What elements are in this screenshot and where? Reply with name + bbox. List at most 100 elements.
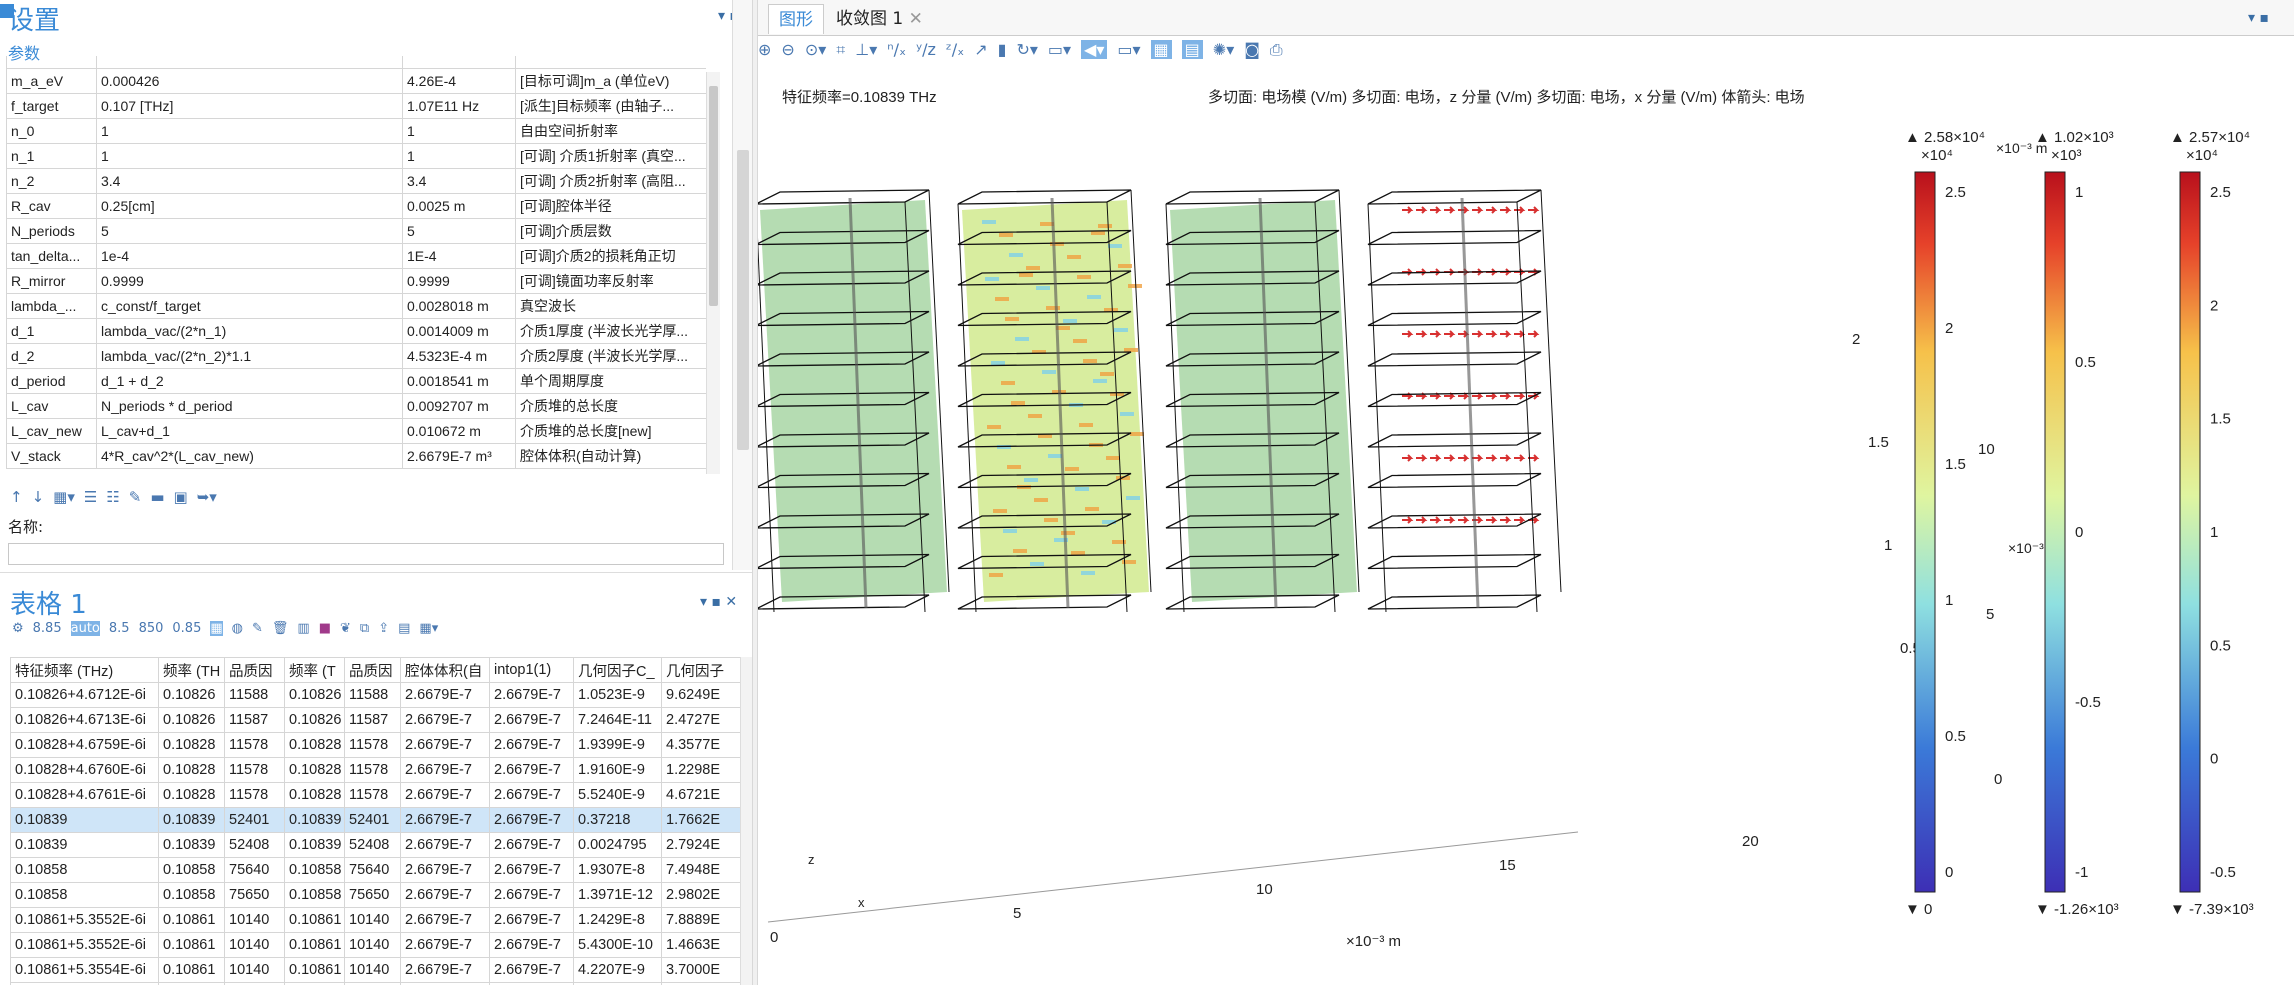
table-cell[interactable]: 11587 <box>224 707 285 733</box>
table-cell[interactable]: 0.10858 <box>10 857 159 883</box>
param-cell[interactable]: 1 <box>96 118 403 144</box>
transparency-icon[interactable]: ▦ <box>1150 40 1172 59</box>
table-cell[interactable]: 0.10839 <box>10 832 159 858</box>
param-cell[interactable]: n_1 <box>6 143 97 169</box>
table-cell[interactable]: 1.9399E-9 <box>573 732 662 758</box>
table-cell[interactable]: 11578 <box>224 732 285 758</box>
param-cell[interactable]: 0.0018541 m <box>402 368 516 394</box>
table-cell[interactable]: 0.10828+4.6761E-6i <box>10 782 159 808</box>
table-cell[interactable]: 0.10861 <box>158 957 225 983</box>
param-cell[interactable]: d_2 <box>6 343 97 369</box>
export-table-icon[interactable]: ⇪ <box>378 621 390 636</box>
table-cell[interactable]: 0.10858 <box>158 857 225 883</box>
param-cell[interactable]: 0.000426 <box>96 68 403 94</box>
param-cell[interactable]: 0.0092707 m <box>402 393 516 419</box>
table-cell[interactable]: 5.5240E-9 <box>573 782 662 808</box>
table-cell[interactable]: 0.10828 <box>284 757 345 783</box>
table-cell[interactable]: 3.7000E <box>661 957 740 983</box>
param-cell[interactable]: d_period <box>6 368 97 394</box>
clear-icon[interactable]: ✎ <box>128 488 142 506</box>
table-cell[interactable]: 4.2207E-9 <box>573 957 662 983</box>
table-cell[interactable]: 2.6679E-7 <box>489 882 574 908</box>
rotate-icon[interactable]: ↻▾ <box>1016 40 1038 59</box>
table-cell[interactable]: 2.6679E-7 <box>489 857 574 883</box>
param-cell[interactable]: lambda_... <box>6 293 97 319</box>
delete-icon[interactable]: 🗑 <box>271 621 289 636</box>
table-cell[interactable]: 2.6679E-7 <box>400 707 490 733</box>
param-cell[interactable]: 4*R_cav^2*(L_cav_new) <box>96 443 403 469</box>
param-row[interactable]: L_cav N_periods * d_period 0.0092707 m 介质堆的… <box>6 393 706 419</box>
table-cell[interactable]: 2.6679E-7 <box>400 832 490 858</box>
table-cell[interactable]: 0.0024795 <box>573 832 662 858</box>
param-cell[interactable]: 5 <box>96 218 403 244</box>
table-cell[interactable]: 2.6679E-7 <box>400 957 490 983</box>
table-cell[interactable]: 0.10826+4.6713E-6i <box>10 707 159 733</box>
table-cell[interactable]: 2.6679E-7 <box>489 832 574 858</box>
column-header[interactable]: 几何因子 <box>661 657 740 683</box>
table-cell[interactable]: 75640 <box>344 857 401 883</box>
tab-graphics[interactable]: 图形 <box>768 4 824 34</box>
precision-4-icon[interactable]: 0.85 <box>172 621 202 636</box>
render-icon[interactable]: ✺▾ <box>1212 40 1235 59</box>
param-cell[interactable]: L_cav_new <box>6 418 97 444</box>
plot-area[interactable]: 特征频率=0.10839 THz 多切面: 电场模 (V/m) 多切面: 电场，… <box>758 72 2294 962</box>
table-cell[interactable]: 2.6679E-7 <box>489 707 574 733</box>
param-cell[interactable]: 2.6679E-7 m³ <box>402 443 516 469</box>
param-cell[interactable]: d_1 + d_2 <box>96 368 403 394</box>
table-cell[interactable]: 2.6679E-7 <box>489 732 574 758</box>
param-cell[interactable]: m_a_eV <box>6 68 97 94</box>
table-cell[interactable]: 0.10861 <box>284 932 345 958</box>
zoom-box-icon[interactable]: ⊙▾ <box>804 40 827 59</box>
param-cell[interactable]: n_2 <box>6 168 97 194</box>
param-cell[interactable]: 0.107 [THz] <box>96 93 403 119</box>
table-cell[interactable]: 2.6679E-7 <box>400 882 490 908</box>
param-cell[interactable]: lambda_vac/(2*n_1) <box>96 318 403 344</box>
table-cell[interactable]: 10140 <box>224 957 285 983</box>
param-cell[interactable]: R_mirror <box>6 268 97 294</box>
table-cell[interactable]: 5.4300E-10 <box>573 932 662 958</box>
param-cell[interactable]: 0.25[cm] <box>96 193 403 219</box>
close-icon[interactable]: ✕ <box>908 9 923 29</box>
table-cell[interactable]: 75640 <box>224 857 285 883</box>
table-cell[interactable]: 1.3971E-12 <box>573 882 662 908</box>
table-cell[interactable]: 10140 <box>344 932 401 958</box>
param-row[interactable]: d_2 lambda_vac/(2*n_2)*1.1 4.5323E-4 m 介质2厚… <box>6 343 706 369</box>
table-cell[interactable]: 2.6679E-7 <box>400 782 490 808</box>
view-yz-icon[interactable]: ʸ/z <box>916 40 936 59</box>
param-cell[interactable]: 0.0028018 m <box>402 293 516 319</box>
tab-convergence[interactable]: 收敛图 1 ✕ <box>826 4 933 34</box>
param-cell[interactable]: N_periods * d_period <box>96 393 403 419</box>
table-cell[interactable]: 2.6679E-7 <box>489 807 574 833</box>
column-header[interactable]: 频率 (TH <box>158 657 225 683</box>
table-cell[interactable]: 0.10861 <box>284 907 345 933</box>
select-mode-icon[interactable]: ◀▾ <box>1081 40 1108 59</box>
param-cell[interactable]: [可调]腔体半径 <box>515 193 706 219</box>
table-cell[interactable]: 7.2464E-11 <box>573 707 662 733</box>
param-cell[interactable]: 单个周期厚度 <box>515 368 706 394</box>
table-view-icon[interactable]: ▦ <box>210 621 223 636</box>
graphics-menu-icon[interactable]: ▾ ▪ <box>2248 10 2269 26</box>
param-cell[interactable]: N_periods <box>6 218 97 244</box>
param-cell[interactable]: 3.4 <box>402 168 516 194</box>
zoom-out-icon[interactable]: ⊖ <box>781 40 795 59</box>
column-header[interactable]: 腔体体积(自 <box>400 657 490 683</box>
table-cell[interactable]: 0.10828 <box>284 732 345 758</box>
table-cell[interactable]: 0.10861+5.3554E-6i <box>10 957 159 983</box>
param-cell[interactable]: 1e-4 <box>96 243 403 269</box>
table-row[interactable]: 0.10828+4.6761E-6i 0.10828 11578 0.10828 115… <box>10 782 740 808</box>
view-xy-icon[interactable]: ⁿ/ₓ <box>887 40 907 59</box>
param-row[interactable]: R_mirror 0.9999 0.9999 [可调]镜面功率反射率 <box>6 268 706 294</box>
table-cell[interactable]: 2.7924E <box>661 832 740 858</box>
param-cell[interactable]: 介质1厚度 (半波长光学厚... <box>515 318 706 344</box>
param-row[interactable]: n_0 1 1 自由空间折射率 <box>6 118 706 144</box>
param-cell[interactable]: L_cav+d_1 <box>96 418 403 444</box>
table-cell[interactable]: 52408 <box>224 832 285 858</box>
table-cell[interactable]: 0.10828+4.6760E-6i <box>10 757 159 783</box>
table-cell[interactable]: 9.6249E <box>661 682 740 708</box>
table-cell[interactable]: 10140 <box>224 932 285 958</box>
clear-table-icon[interactable]: ✎ <box>251 621 263 636</box>
param-row[interactable]: d_1 lambda_vac/(2*n_1) 0.0014009 m 介质1厚度 (半… <box>6 318 706 344</box>
param-cell[interactable]: 1.07E11 Hz <box>402 93 516 119</box>
table-row[interactable]: 0.10861+5.3554E-6i0.10861101400.10861101… <box>10 982 740 985</box>
settings-scroll-thumb[interactable] <box>737 150 749 450</box>
